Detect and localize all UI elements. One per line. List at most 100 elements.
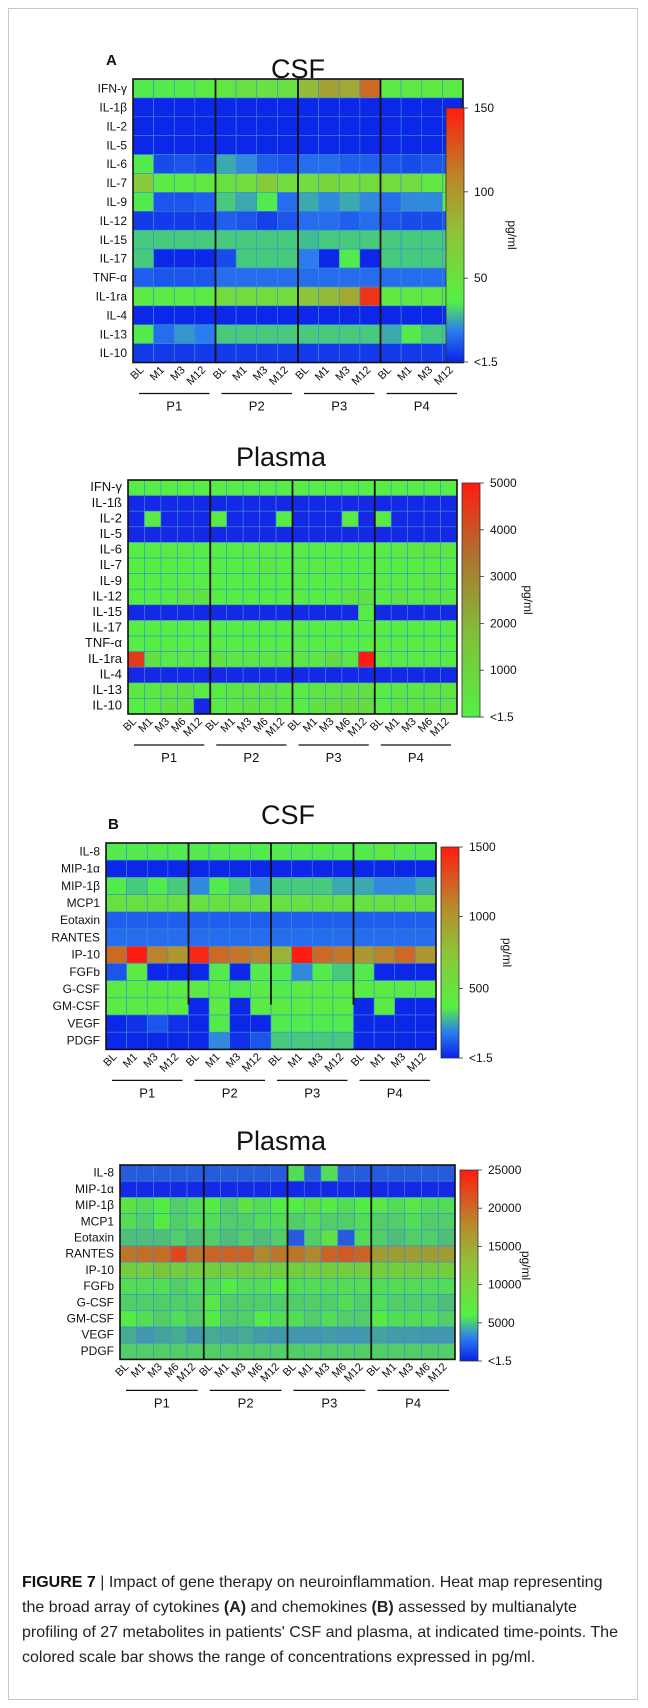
- heatmap-cell: [153, 78, 175, 99]
- heatmap-cell: [337, 1278, 355, 1295]
- column-label: BL: [368, 716, 386, 734]
- heatmap-cell: [337, 1197, 355, 1214]
- heatmap-cell: [400, 211, 423, 231]
- heatmap-cell: [186, 1278, 205, 1295]
- heatmap-cell: [359, 343, 381, 363]
- heatmap-cell: [132, 97, 154, 118]
- heatmap-cell: [209, 588, 228, 606]
- heatmap-cell: [194, 154, 216, 174]
- heatmap-cell: [390, 698, 408, 715]
- heatmap-cell: [407, 510, 425, 528]
- heatmap-cell: [357, 479, 376, 496]
- heatmap-cell: [320, 1164, 339, 1182]
- heatmap-cell: [270, 997, 292, 1016]
- heatmap-cell: [186, 1197, 205, 1214]
- heatmap-cell: [423, 495, 441, 512]
- heatmap-cell: [215, 324, 237, 344]
- heatmap-cell: [169, 1310, 188, 1328]
- heatmap-cell: [203, 1326, 221, 1344]
- heatmap-cell: [311, 997, 334, 1016]
- heatmap-cell: [359, 154, 381, 174]
- heatmap-cell: [353, 859, 375, 878]
- heatmap-cell: [338, 267, 361, 288]
- heatmap-cell: [387, 1229, 406, 1247]
- heatmap-cell: [292, 635, 310, 652]
- heatmap-cell: [253, 1294, 272, 1312]
- heatmap-cell: [311, 980, 334, 999]
- column-label: BL: [365, 1361, 383, 1379]
- heatmap-cell: [297, 267, 319, 288]
- heatmap-cell: [169, 1164, 188, 1182]
- heatmap-cell: [132, 286, 154, 307]
- heatmap-cell: [242, 542, 260, 559]
- row-label: IL-2: [106, 119, 127, 133]
- heatmap-cell: [173, 173, 196, 193]
- heatmap-cell: [259, 573, 277, 590]
- column-label: M1: [296, 1361, 315, 1380]
- heatmap-cell: [357, 698, 376, 715]
- heatmap-cell: [320, 1278, 339, 1295]
- heatmap-cell: [253, 1278, 272, 1295]
- heatmap-cell: [341, 620, 359, 637]
- heatmap-cell: [320, 1197, 339, 1214]
- heatmap-cell: [177, 698, 195, 715]
- row-label: IL-17: [92, 620, 122, 635]
- heatmap-cell: [341, 651, 359, 668]
- heatmap-cell: [220, 1278, 238, 1295]
- heatmap-cell: [215, 229, 237, 250]
- heatmap-cell: [423, 526, 441, 543]
- heatmap-cell: [242, 620, 260, 637]
- row-label: IL-12: [100, 214, 128, 228]
- heatmap-cell: [167, 894, 189, 913]
- heatmap-cell: [215, 97, 237, 118]
- heatmap-cell: [387, 1278, 406, 1295]
- heatmap-cell: [220, 1180, 238, 1198]
- scale-tick-label: <1.5: [490, 710, 514, 724]
- heatmap-cell: [308, 651, 326, 668]
- group-label: P4: [414, 399, 430, 414]
- heatmap-cell: [209, 651, 228, 668]
- heatmap-cell: [359, 248, 381, 269]
- heatmap-cell: [105, 928, 127, 947]
- column-label: BL: [281, 1361, 299, 1379]
- heatmap-cell: [437, 1326, 456, 1344]
- heatmap-cell: [136, 1164, 154, 1182]
- heatmap-cell: [338, 97, 361, 118]
- row-label: IL-2: [100, 510, 122, 525]
- heatmap-cell: [421, 1261, 439, 1279]
- heatmap-cell: [127, 651, 145, 668]
- heatmap-cell: [220, 1229, 238, 1247]
- row-label: IL-1ra: [88, 651, 123, 666]
- heatmap-cell: [292, 526, 310, 543]
- heatmap-cell: [303, 1164, 322, 1182]
- heatmap-cell: [291, 894, 313, 913]
- heatmap-cell: [292, 604, 310, 621]
- caption-text-2: and chemokines: [246, 1599, 372, 1616]
- heatmap-cell: [167, 877, 189, 895]
- heatmap-cell: [136, 1180, 154, 1198]
- heatmap-cell: [341, 495, 359, 512]
- heatmap-cell: [226, 698, 244, 715]
- heatmap-cell: [153, 1294, 171, 1312]
- heatmap-cell: [209, 495, 228, 512]
- heatmap-cell: [275, 635, 293, 652]
- heatmap-cell: [292, 495, 310, 512]
- heatmap-cell: [423, 573, 441, 590]
- heatmap-cell: [146, 945, 169, 964]
- heatmap-cell: [380, 305, 402, 325]
- group-label: P2: [249, 399, 265, 414]
- heatmap-cell: [235, 286, 258, 307]
- heatmap-cell: [394, 894, 416, 913]
- heatmap-cell: [354, 1310, 372, 1328]
- heatmap-cell: [253, 1213, 272, 1231]
- heatmap-cell: [229, 877, 251, 895]
- heatmap-cell: [287, 1213, 305, 1231]
- heatmap-cell: [132, 267, 154, 288]
- heatmap-cell: [146, 859, 169, 878]
- heatmap-cell: [370, 1278, 389, 1295]
- heatmap-cell: [287, 1326, 305, 1344]
- heatmap-cell: [318, 211, 340, 231]
- heatmap-cell: [318, 173, 340, 193]
- heatmap-cell: [153, 192, 175, 212]
- scale-tick-label: 4000: [490, 523, 517, 537]
